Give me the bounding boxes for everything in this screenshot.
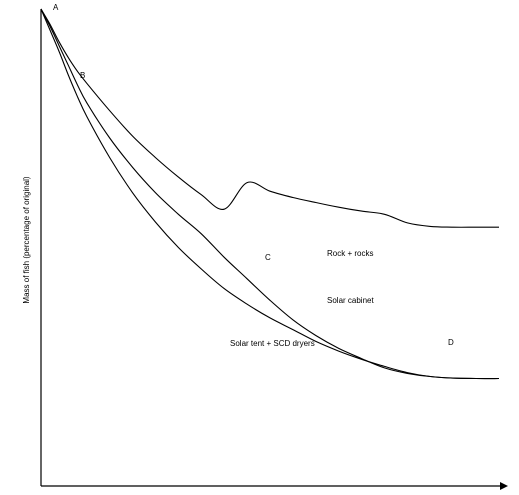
series-line-solar-cabinet	[40, 8, 500, 380]
series-line-rock-rocks	[40, 8, 500, 228]
point-labels: A B C D	[53, 3, 454, 347]
series-label-solar-cabinet: Solar cabinet	[327, 296, 374, 305]
series-layer	[40, 8, 500, 380]
point-label-d: D	[448, 338, 454, 347]
series-label-rock-rocks: Rock + rocks	[327, 249, 373, 258]
point-label-a: A	[53, 3, 59, 12]
series-label-solar-tent: Solar tent + SCD dryers	[230, 339, 315, 348]
point-label-c: C	[265, 253, 271, 262]
point-label-b: B	[80, 71, 85, 80]
x-axis-arrowhead	[500, 482, 508, 490]
y-axis-label: Mass of fish (percentage of original)	[22, 176, 31, 304]
axes	[40, 9, 508, 490]
series-line-solar-tent	[40, 8, 500, 380]
series-labels: Rock + rocks Solar cabinet Solar tent + …	[230, 249, 374, 348]
